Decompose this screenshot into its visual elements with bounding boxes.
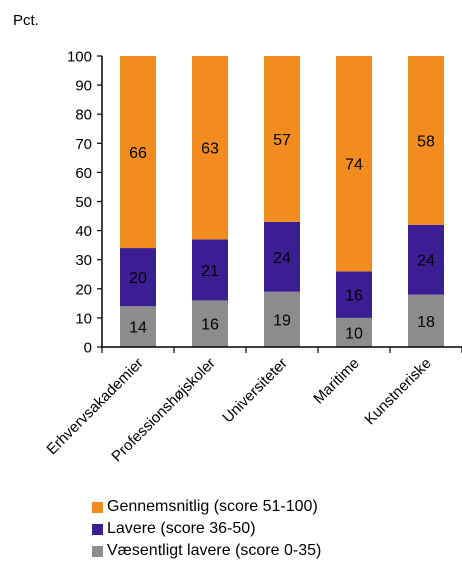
bar-value-label: 16 xyxy=(201,317,219,334)
stacked-bar-chart: Pct. 0 10 20 30 40 50 60 70 80 90 100 14 20 66 16 21 63… xyxy=(13,12,462,465)
legend-item-average: Gennemsnitlig (score 51-100) xyxy=(92,496,321,518)
y-tick-label: 30 xyxy=(75,252,92,269)
bar-value-label: 74 xyxy=(345,157,363,174)
bar-segment xyxy=(408,56,444,225)
bar-value-label: 14 xyxy=(129,320,147,337)
bar-value-label: 18 xyxy=(417,314,435,331)
bar-segment xyxy=(264,221,300,292)
bar-value-label: 57 xyxy=(273,132,291,149)
bar-segment xyxy=(192,239,228,301)
bar-value-label: 24 xyxy=(273,250,291,267)
bar-segment xyxy=(120,248,156,307)
legend-label-lower: Lavere (score 36-50) xyxy=(107,520,256,537)
legend-item-much-lower: Væsentligt lavere (score 0-35) xyxy=(92,540,321,562)
bar-segment xyxy=(120,306,156,347)
bar-segment xyxy=(336,271,372,318)
legend-swatch-lower xyxy=(92,523,103,535)
y-tick-label: 70 xyxy=(75,136,92,153)
y-tick-label: 50 xyxy=(75,194,92,211)
category-label: Universiteter xyxy=(219,355,291,427)
y-tick-label: 40 xyxy=(75,223,92,240)
bar-segment xyxy=(192,300,228,347)
y-tick-label: 0 xyxy=(84,340,92,357)
bar-segment xyxy=(336,56,372,272)
y-unit-label: Pct. xyxy=(13,12,39,29)
legend-label-much-lower: Væsentligt lavere (score 0-35) xyxy=(107,542,322,559)
y-tick-label: 100 xyxy=(67,49,92,66)
bar-value-label: 58 xyxy=(417,133,435,150)
bar-value-label: 19 xyxy=(273,312,291,329)
bar-value-label: 16 xyxy=(345,288,363,305)
bar-segment xyxy=(408,294,444,347)
legend-label-average: Gennemsnitlig (score 51-100) xyxy=(107,498,318,515)
legend-swatch-average xyxy=(92,501,103,513)
bar-segment xyxy=(120,56,156,249)
bar-segment xyxy=(192,56,228,240)
y-tick-label: 10 xyxy=(75,310,92,327)
y-tick-label: 60 xyxy=(75,165,92,182)
legend-swatch-much-lower xyxy=(92,545,103,557)
bar-segment xyxy=(264,56,300,222)
bar-segment xyxy=(264,291,300,347)
legend-item-lower: Lavere (score 36-50) xyxy=(92,518,321,540)
y-tick-label: 20 xyxy=(75,281,92,298)
y-tick-label: 90 xyxy=(75,78,92,95)
category-label: Maritime xyxy=(310,355,363,408)
bar-value-label: 63 xyxy=(201,141,219,158)
bar-segment xyxy=(408,224,444,295)
bar-value-label: 66 xyxy=(129,145,147,162)
bar-value-label: 10 xyxy=(345,325,363,342)
bar-value-label: 20 xyxy=(129,270,147,287)
bar-segment xyxy=(336,317,372,347)
bars: 14 20 66 16 21 63 19 24 57 10 16 74 18 24 58 xyxy=(120,56,444,347)
y-tick-label: 80 xyxy=(75,107,92,124)
bar-value-label: 24 xyxy=(417,253,435,270)
legend: Gennemsnitlig (score 51-100) Lavere (sco… xyxy=(92,496,321,562)
bar-value-label: 21 xyxy=(201,263,219,280)
category-label: Kunstneriske xyxy=(361,355,434,428)
y-axis: 0 10 20 30 40 50 60 70 80 90 100 xyxy=(67,49,103,357)
